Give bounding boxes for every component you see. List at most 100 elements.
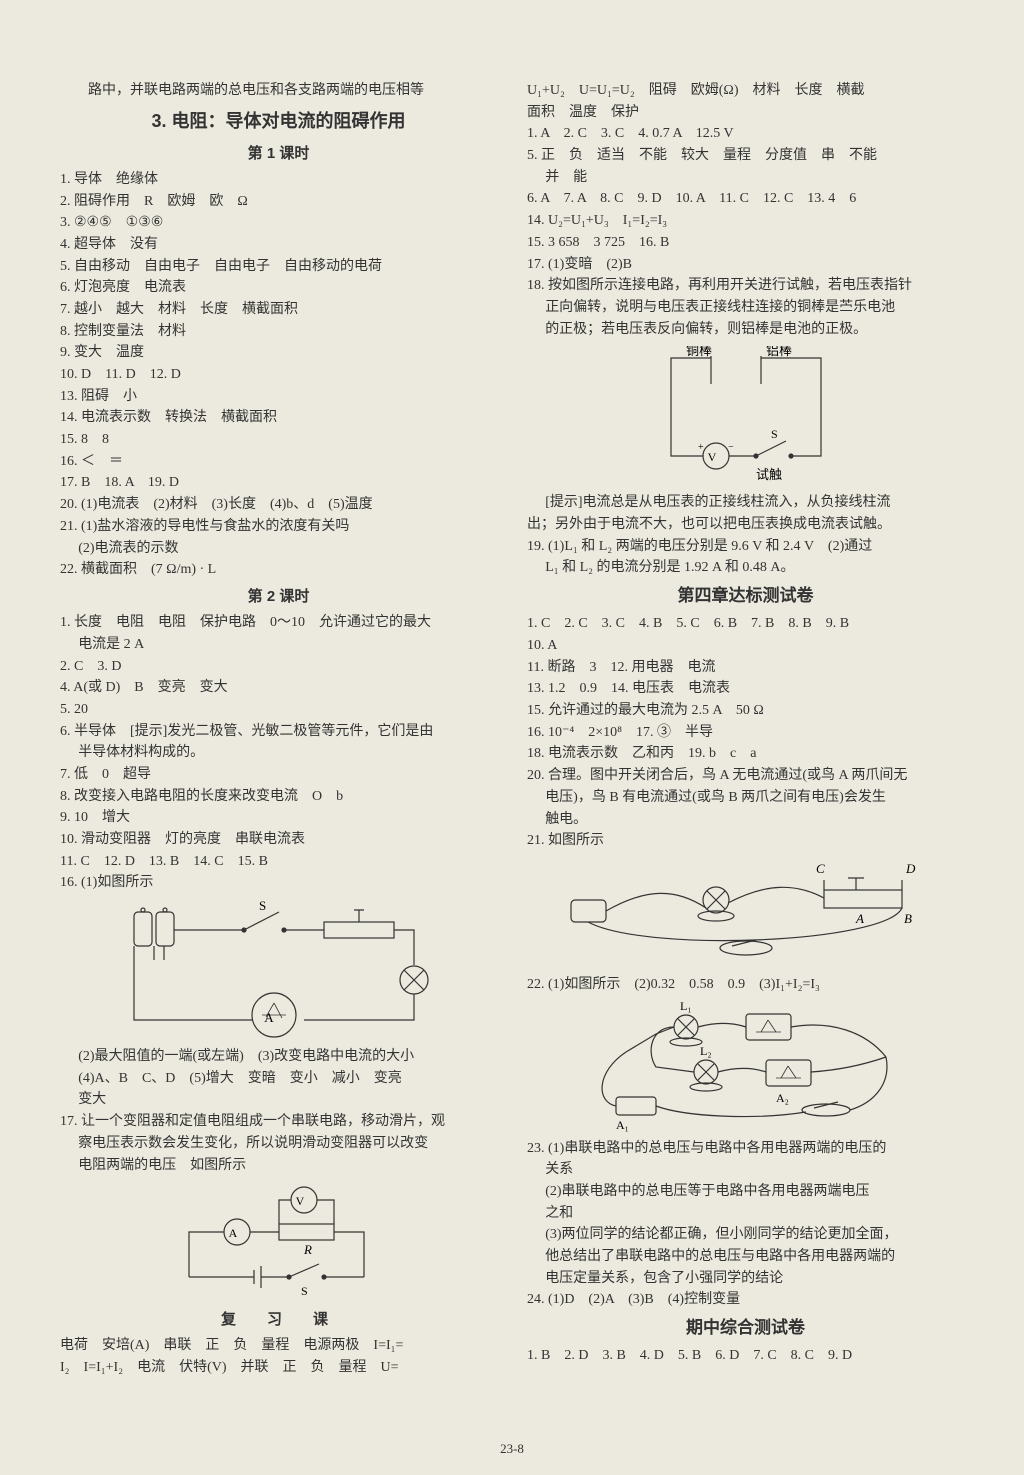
label-A1: A₁: [616, 1118, 629, 1132]
answer-line: 22. (1)如图所示 (2)0.32 0.58 0.9 (3)I₁+I₂=I₃: [527, 974, 964, 996]
answer-line: 半导体材料构成的。: [60, 742, 497, 764]
answer-line: 20. (1)电流表 (2)材料 (3)长度 (4)b、d (5)温度: [60, 494, 497, 516]
answer-line: 察电压表示数会发生变化，所以说明滑动变阻器可以改变: [60, 1133, 497, 1155]
circuit-figure-16: S A: [60, 900, 497, 1040]
answer-line: 7. 越小 越大 材料 长度 横截面积: [60, 299, 497, 321]
answer-line: 电压)，鸟 B 有电流通过(或鸟 B 两爪之间有电压)会发生: [527, 787, 964, 809]
label-C: C: [816, 861, 825, 876]
label-V: V: [707, 450, 716, 464]
label-copper: 铜棒: [686, 346, 712, 358]
lesson-1-title: 第 1 课时: [60, 142, 497, 165]
answer-line: 17. 让一个变阻器和定值电阻组成一个串联电路，移动滑片，观: [60, 1111, 497, 1133]
page-footer: 23-8: [0, 1441, 1024, 1457]
label-R: R: [303, 1242, 312, 1257]
answer-line: (4)A、B C、D (5)增大 变暗 变小 减小 变亮: [60, 1068, 497, 1090]
left-column: 路中，并联电路两端的总电压和各支路两端的电压相等 3. 电阻：导体对电流的阻碍作…: [60, 80, 497, 1435]
answer-line: 14. U₂=U₁+U₃ I₁=I₂=I₃: [527, 210, 964, 232]
answer-line: (2)最大阻值的一端(或左端) (3)改变电路中电流的大小: [60, 1046, 497, 1068]
label-A: A: [264, 1010, 274, 1025]
label-A: A: [855, 911, 864, 926]
answer-line: 1. A 2. C 3. C 4. 0.7 A 12.5 V: [527, 123, 964, 145]
answer-line: 电荷 安培(A) 串联 正 负 量程 电源两极 I=I₁=: [60, 1335, 497, 1357]
circuit-figure-17: V A R S: [60, 1182, 497, 1302]
label-minus: −: [728, 442, 734, 453]
label-plus: +: [698, 442, 704, 453]
answer-line: (3)两位同学的结论都正确，但小刚同学的结论更加全面，: [527, 1224, 964, 1246]
label-aluminum: 铝棒: [766, 346, 792, 358]
answer-line: 8. 改变接入电路电阻的长度来改变电流 O b: [60, 786, 497, 808]
answer-line: 17. B 18. A 19. D: [60, 472, 497, 494]
hint-line: 出；另外由于电流不大，也可以把电压表换成电流表试触。: [527, 514, 964, 536]
answer-line: 15. 8 8: [60, 429, 497, 451]
answer-line: 5. 自由移动 自由电子 自由电子 自由移动的电荷: [60, 256, 497, 278]
answer-line: U₁+U₂ U=U₁=U₂ 阻碍 欧姆(Ω) 材料 长度 横截: [527, 80, 964, 102]
label-L2: L₂: [700, 1044, 712, 1058]
answer-line: 14. 电流表示数 转换法 横截面积: [60, 407, 497, 429]
review-title: 复 习 课: [60, 1308, 497, 1331]
label-L1: L₁: [680, 1002, 692, 1013]
answer-line: 8. 控制变量法 材料: [60, 321, 497, 343]
answer-line: 15. 3 658 3 725 16. B: [527, 232, 964, 254]
answer-line: 关系: [527, 1159, 964, 1181]
answer-line: 正向偏转，说明与电压表正接线柱连接的铜棒是苎乐电池: [527, 297, 964, 319]
answer-line: 电阻两端的电压 如图所示: [60, 1155, 497, 1177]
answer-line: 面积 温度 保护: [527, 102, 964, 124]
answer-line: 6. 灯泡亮度 电流表: [60, 277, 497, 299]
answer-line: 10. 滑动变阻器 灯的亮度 串联电流表: [60, 829, 497, 851]
answer-line: 电压定量关系，包含了小强同学的结论: [527, 1268, 964, 1290]
answer-line: L₁ 和 L₂ 的电流分别是 1.92 A 和 0.48 A。: [527, 557, 964, 579]
lesson-2-title: 第 2 课时: [60, 585, 497, 608]
answer-line: 9. 变大 温度: [60, 342, 497, 364]
label-S: S: [259, 900, 266, 913]
label-A2: A₂: [776, 1091, 789, 1105]
answer-line: 10. A: [527, 635, 964, 657]
answer-line: 15. 允许通过的最大电流为 2.5 A 50 Ω: [527, 700, 964, 722]
right-column: U₁+U₂ U=U₁=U₂ 阻碍 欧姆(Ω) 材料 长度 横截 面积 温度 保护…: [527, 80, 964, 1435]
answer-line: 2. C 3. D: [60, 656, 497, 678]
answer-line: 1. 长度 电阻 电阻 保护电路 0～10 允许通过它的最大: [60, 612, 497, 634]
label-S: S: [301, 1284, 308, 1298]
answer-line: 2. 阻碍作用 R 欧姆 欧 Ω: [60, 191, 497, 213]
label-D: D: [905, 861, 916, 876]
answer-line: 之和: [527, 1203, 964, 1225]
answer-line: 6. 半导体 [提示]发光二极管、光敏二极管等元件，它们是由: [60, 721, 497, 743]
label-V: V: [295, 1194, 304, 1208]
answer-line: 21. (1)盐水溶液的导电性与食盐水的浓度有关吗: [60, 516, 497, 538]
answer-line: 4. A(或 D) B 变亮 变大: [60, 677, 497, 699]
answer-line: 21. 如图所示: [527, 830, 964, 852]
answer-line: 16. ＜ ＝: [60, 451, 497, 473]
answer-line: 24. (1)D (2)A (3)B (4)控制变量: [527, 1289, 964, 1311]
answer-line: 1. C 2. C 3. C 4. B 5. C 6. B 7. B 8. B …: [527, 613, 964, 635]
answer-line: 7. 低 0 超导: [60, 764, 497, 786]
answer-line: 11. 断路 3 12. 用电器 电流: [527, 657, 964, 679]
answer-line: 18. 电流表示数 乙和丙 19. b c a: [527, 743, 964, 765]
answer-line: 9. 10 增大: [60, 807, 497, 829]
chapter4-title: 第四章达标测试卷: [527, 583, 964, 609]
section-3-title: 3. 电阻：导体对电流的阻碍作用: [60, 108, 497, 136]
answer-line: 11. C 12. D 13. B 14. C 15. B: [60, 851, 497, 873]
answer-line: (2)电流表的示数: [60, 538, 497, 560]
answer-line: 6. A 7. A 8. C 9. D 10. A 11. C 12. C 13…: [527, 188, 964, 210]
answer-line: 10. D 11. D 12. D: [60, 364, 497, 386]
answer-line: 变大: [60, 1089, 497, 1111]
intro-text: 路中，并联电路两端的总电压和各支路两端的电压相等: [60, 80, 497, 102]
label-touch: 试触: [756, 467, 782, 482]
answer-line: (2)串联电路中的总电压等于电路中各用电器两端电压: [527, 1181, 964, 1203]
page: 路中，并联电路两端的总电压和各支路两端的电压相等 3. 电阻：导体对电流的阻碍作…: [0, 0, 1024, 1475]
answer-line: 18. 按如图所示连接电路，再利用开关进行试触，若电压表指针: [527, 275, 964, 297]
label-B: B: [904, 911, 912, 926]
answer-line: 的正极；若电压表反向偏转，则铝棒是电池的正极。: [527, 319, 964, 341]
answer-line: 并 能: [527, 167, 964, 189]
answer-line: 13. 阻碍 小: [60, 386, 497, 408]
answer-line: 他总结出了串联电路中的总电压与电路中各用电器两端的: [527, 1246, 964, 1268]
answer-line: 5. 20: [60, 699, 497, 721]
answer-line: 20. 合理。图中开关闭合后，鸟 A 无电流通过(或鸟 A 两爪间无: [527, 765, 964, 787]
circuit-figure-21: C D A B: [527, 858, 964, 968]
circuit-figure-22: L₁ L₂ A₁ A₂: [527, 1002, 964, 1132]
answer-line: 3. ②④⑤ ①③⑥: [60, 212, 497, 234]
circuit-figure-18: 铜棒 铝棒 V + − S 试触: [527, 346, 964, 486]
answer-line: 16. (1)如图所示: [60, 872, 497, 894]
label-A: A: [228, 1226, 237, 1240]
answer-line: 13. 1.2 0.9 14. 电压表 电流表: [527, 678, 964, 700]
answer-line: I₂ I=I₁+I₂ 电流 伏特(V) 并联 正 负 量程 U=: [60, 1357, 497, 1379]
